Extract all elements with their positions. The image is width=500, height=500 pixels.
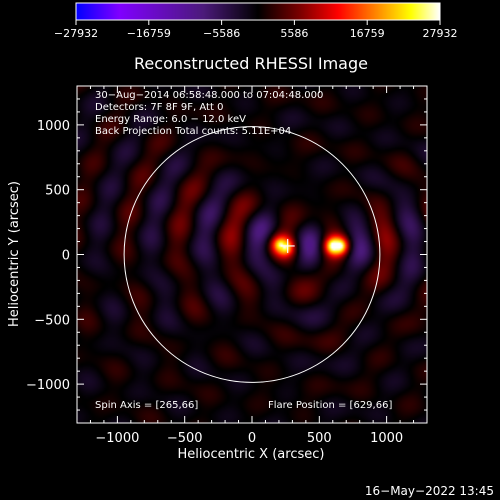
y-axis-ticks: −1000 −500 0 500 1000 [26,98,427,411]
colorbar-tick-label: −5586 [203,27,240,40]
info-line: Back Projection Total counts: 5.11E+04 [95,126,291,137]
observation-info: 30−Aug−2014 06:58:48.000 to 07:04:48.000… [95,90,323,137]
y-tick-label: −500 [34,313,70,328]
colorbar-tick-label: −27932 [54,27,98,40]
x-axis-label: Heliocentric X (arcsec) [178,447,325,462]
colorbar [75,2,441,21]
x-axis-ticks: −1000 −500 0 500 1000 [89,86,415,446]
spin-axis-marker [280,238,295,253]
x-tick-label: −500 [167,431,203,446]
y-tick-label: −1000 [26,378,70,393]
colorbar-tick-label: 16759 [350,27,385,40]
spin-axis-annotation: Spin Axis = [265,66] [95,400,198,411]
y-tick-label: 1000 [37,119,70,134]
x-tick-label: 1000 [370,431,403,446]
y-tick-label: 500 [45,184,70,199]
timestamp: 16−May−2022 13:45 [365,484,494,498]
x-tick-label: 0 [248,431,256,446]
info-line: 30−Aug−2014 06:58:48.000 to 07:04:48.000 [95,90,323,101]
info-line: Energy Range: 6.0 − 12.0 keV [95,114,246,125]
chart-title: Reconstructed RHESSI Image [134,54,368,73]
heatmap-area [77,86,427,423]
colorbar-tick-label: 27932 [423,27,458,40]
x-tick-label: −1000 [95,431,139,446]
flare-position-annotation: Flare Position = [629,66] [268,400,392,411]
info-line: Detectors: 7F 8F 9F, Att 0 [95,102,223,113]
y-tick-label: 0 [62,249,70,264]
colorbar-tick-label: −16759 [127,27,171,40]
x-tick-label: 500 [307,431,332,446]
colorbar-ticks: −27932 −16759 −5586 5586 16759 27932 [54,20,458,40]
solar-limb-circle [123,126,381,383]
y-axis-label: Heliocentric Y (arcsec) [7,181,22,327]
colorbar-tick-label: 5586 [280,27,308,40]
heatmap-image [77,86,427,423]
